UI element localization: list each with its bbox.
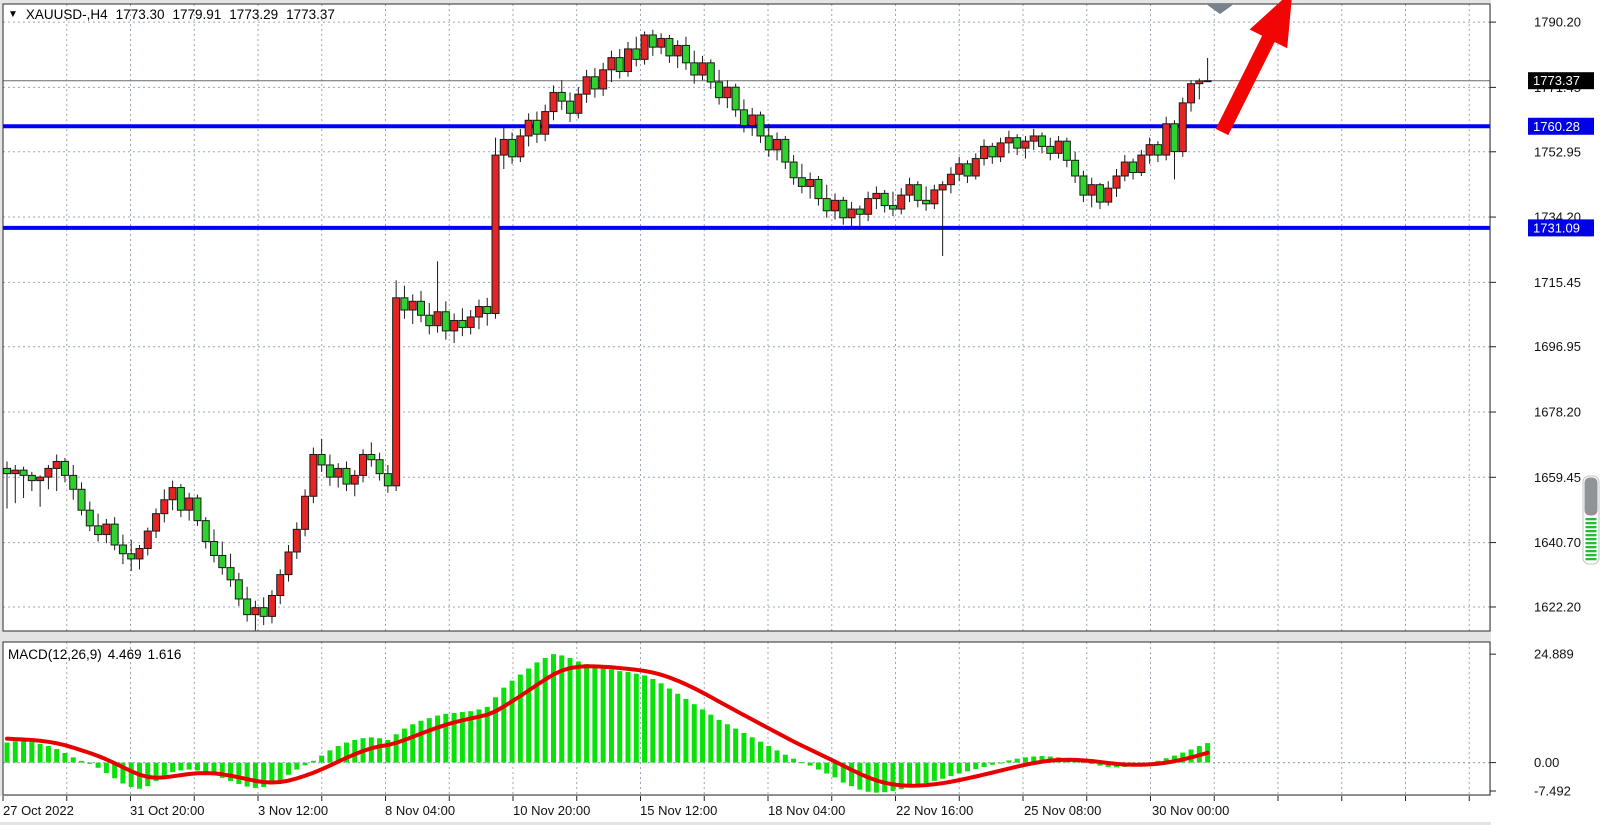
symbol-dropdown-icon[interactable]: ▼ [8, 9, 18, 20]
chart-title: ▼ XAUUSD-,H4 1773.30 1779.91 1773.29 177… [8, 7, 335, 22]
macd-histogram [4, 654, 1211, 793]
macd-name: MACD(12,26,9) [8, 647, 102, 662]
svg-text:0.00: 0.00 [1534, 755, 1559, 770]
svg-text:1790.20: 1790.20 [1534, 15, 1581, 30]
candlestick-series [3, 29, 1212, 631]
support-resistance-lines[interactable] [3, 124, 1490, 230]
price-axis-bg [1491, 0, 1601, 825]
macd-signal-value: 1.616 [147, 647, 182, 662]
svg-text:1731.09: 1731.09 [1533, 220, 1580, 235]
svg-text:3 Nov 12:00: 3 Nov 12:00 [258, 803, 328, 818]
svg-text:30 Nov 00:00: 30 Nov 00:00 [1152, 803, 1229, 818]
macd-main-value: 4.469 [107, 647, 142, 662]
svg-text:1760.28: 1760.28 [1533, 119, 1580, 134]
ohlc-low: 1773.29 [229, 7, 279, 22]
ohlc-high: 1779.91 [172, 7, 222, 22]
time-axis-bg [0, 796, 1601, 822]
scroll-widget[interactable] [1582, 475, 1600, 565]
macd-signal-line [5, 664, 1210, 788]
trend-arrow[interactable] [1203, 0, 1311, 141]
svg-text:24.889: 24.889 [1534, 647, 1574, 662]
svg-text:1715.45: 1715.45 [1534, 275, 1581, 290]
svg-text:1752.95: 1752.95 [1534, 144, 1581, 159]
svg-text:1696.95: 1696.95 [1534, 339, 1581, 354]
symbol-label: XAUUSD-,H4 [25, 7, 108, 22]
macd-indicator-label: MACD(12,26,9) 4.469 1.616 [8, 647, 181, 662]
svg-text:-7.492: -7.492 [1534, 784, 1571, 799]
svg-text:1773.37: 1773.37 [1533, 73, 1580, 88]
svg-text:8 Nov 04:00: 8 Nov 04:00 [385, 803, 455, 818]
svg-text:25 Nov 08:00: 25 Nov 08:00 [1024, 803, 1101, 818]
svg-text:10 Nov 20:00: 10 Nov 20:00 [513, 803, 590, 818]
svg-text:18 Nov 04:00: 18 Nov 04:00 [768, 803, 845, 818]
ohlc-close: 1773.37 [286, 7, 335, 22]
svg-text:1622.20: 1622.20 [1534, 599, 1581, 614]
svg-text:1659.45: 1659.45 [1534, 470, 1581, 485]
svg-text:1678.20: 1678.20 [1534, 405, 1581, 420]
svg-text:22 Nov 16:00: 22 Nov 16:00 [896, 803, 973, 818]
pane-borders [2, 3, 1491, 796]
main-pane-bg [3, 4, 1490, 631]
object-anchor-icon[interactable] [1206, 4, 1234, 14]
svg-text:31 Oct 20:00: 31 Oct 20:00 [130, 803, 204, 818]
price-tags: 1760.28 1731.09 1773.37 [1528, 72, 1594, 237]
svg-text:1640.70: 1640.70 [1534, 535, 1581, 550]
ohlc-open: 1773.30 [115, 7, 165, 22]
svg-text:15 Nov 12:00: 15 Nov 12:00 [640, 803, 717, 818]
time-axis: 27 Oct 2022 31 Oct 20:00 3 Nov 12:00 8 Nov … [2, 796, 1470, 818]
svg-text:27 Oct 2022: 27 Oct 2022 [3, 803, 74, 818]
